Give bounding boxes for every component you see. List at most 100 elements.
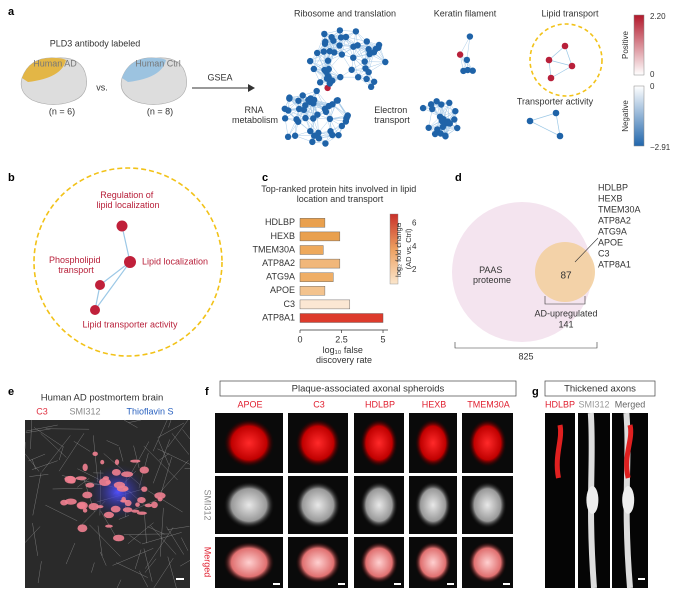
bar [299,231,341,242]
channel-label: SMI312 [69,406,100,416]
panel-letter: a [8,6,15,18]
axon [73,441,91,452]
x-tick-label: 5 [381,334,386,344]
gene-label: HEXB [598,193,623,203]
header-box-f [219,380,517,397]
spheroid [110,505,121,513]
node [425,124,432,131]
edge [555,112,561,137]
axon [77,478,90,488]
axon [129,535,142,544]
axon [91,562,95,573]
node-label: Phospholipid transport [49,255,103,275]
cohort-title: PLD3 antibody labeled [50,38,141,48]
node [365,68,372,76]
axon [147,490,183,513]
spheroid [154,492,166,500]
spheroid [360,481,398,529]
node [354,73,362,81]
axon [171,433,190,455]
node [454,124,461,132]
node-label: Lipid localization [142,256,208,266]
axon [24,453,40,472]
method-label: GSEA [207,72,232,82]
cluster-label: RNA metabolism [232,105,278,125]
spheroid [295,481,341,529]
node [456,51,464,58]
overlap-count: 87 [560,271,572,282]
node [295,105,303,113]
node [363,38,371,45]
spheroid [295,542,341,583]
axon [182,429,191,440]
n-label: (n = 8) [147,106,173,116]
axon [147,526,165,535]
node [321,30,328,38]
node [561,42,569,50]
spheroid [121,471,134,478]
axon [106,440,119,447]
nodes-b [90,220,136,315]
column-label: HDLBP [365,399,395,409]
gene-label: APOE [598,237,623,247]
node [291,132,299,139]
bar [299,272,334,282]
axon [28,453,46,462]
node [310,65,318,73]
edge [345,36,367,42]
node [294,118,302,125]
spheroid [141,486,148,492]
node [463,56,471,64]
spheroid [223,542,275,583]
colorbar-negative [633,85,645,147]
panel-letter: b [8,172,15,184]
axon-swelling [622,486,635,514]
spheroid [131,509,140,513]
y-tick-label: ATP8A2 [262,258,295,268]
lipid-ring [529,23,603,97]
node [419,104,427,112]
cluster-label: Lipid transport [541,8,599,18]
edge [345,36,354,58]
n-label: (n = 6) [49,106,75,116]
node [446,120,453,127]
node [336,42,343,49]
spheroid [135,502,140,507]
axon [180,560,191,567]
node [329,77,336,84]
set-label: AD-upregulated [534,308,597,318]
node [322,140,329,147]
axon [123,419,138,428]
spheroid [77,524,88,533]
node [363,75,370,83]
axon-swelling [586,486,599,514]
panel-letter: c [262,172,268,184]
spheroid [92,451,98,457]
axon [25,428,51,433]
brain-ctrl-highlight [122,57,166,82]
axon [144,511,147,544]
axon [32,472,42,516]
node [310,115,317,122]
axon [152,439,171,484]
scale-bar [394,583,401,585]
node [315,135,323,142]
node [300,106,308,114]
node [295,97,302,104]
spheroid [122,507,133,513]
header-box-g [544,380,656,397]
axon [143,548,153,582]
spheroid [116,485,129,492]
spheroid [360,419,398,467]
spheroid [82,463,88,472]
panel-title: Human AD postmortem brain [41,393,164,404]
node [350,54,357,61]
node [552,109,560,117]
node [331,49,338,56]
axon [41,435,71,472]
axon [112,548,154,566]
node [335,131,342,139]
scale-bar [503,583,510,585]
node [306,57,314,65]
node [337,73,344,81]
